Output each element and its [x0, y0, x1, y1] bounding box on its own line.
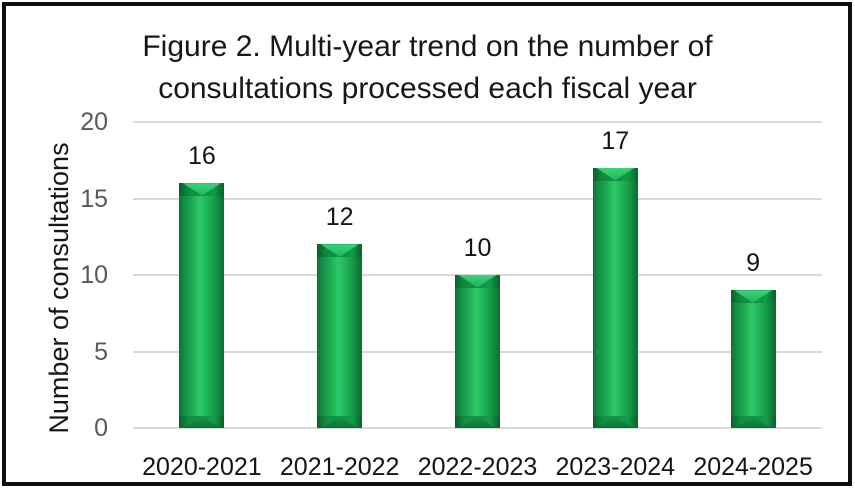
bar-cap-bottom-shade-2020-2021	[183, 416, 220, 428]
gridline-y-0	[133, 427, 822, 429]
bar-cap-bottom-shade-2021-2022	[321, 416, 358, 428]
bar-value-label-2024-2025: 9	[746, 249, 761, 278]
bar-cap-bottom-shade-2024-2025	[735, 416, 772, 428]
x-tick-label-2020-2021: 2020-2021	[142, 453, 262, 481]
bar-cap-top-shine-2022-2023	[458, 275, 497, 288]
bar-value-label-2023-2024: 17	[601, 126, 630, 155]
bar-2024-2025	[730, 290, 776, 428]
bar-cap-top-shine-2023-2024	[596, 167, 635, 181]
bar-cap-bottom-shade-2022-2023	[459, 416, 496, 428]
bar-cap-top-shine-2024-2025	[734, 290, 772, 303]
y-tick-label-0: 0	[94, 414, 108, 442]
bar-2021-2022	[317, 244, 363, 428]
bar-value-label-2020-2021: 16	[187, 142, 216, 171]
bar-cap-top-shine-2020-2021	[182, 183, 221, 196]
bar-cap-top-2020-2021	[179, 183, 225, 197]
y-tick-label-20: 20	[80, 108, 108, 136]
chart-title-line-2: consultations processed each fiscal year	[158, 72, 697, 105]
bar-cap-top-shine-2021-2022	[320, 244, 359, 257]
y-tick-label-10: 10	[80, 261, 108, 289]
bar-cap-top-2024-2025	[730, 290, 776, 304]
bar-value-label-2021-2022: 12	[325, 203, 354, 232]
bar-cap-top-2022-2023	[455, 275, 500, 288]
x-tick-label-2024-2025: 2024-2025	[693, 453, 813, 481]
bar-cap-bottom-2020-2021	[179, 416, 225, 428]
bar-cap-top-2021-2022	[317, 244, 363, 258]
bar-body-2020-2021	[179, 183, 225, 428]
gridline-y-15	[133, 197, 822, 200]
x-tick-label-2022-2023: 2022-2023	[417, 453, 538, 481]
plot-area: 16 12 10 17 9	[133, 121, 822, 429]
bar-cap-bottom-2024-2025	[730, 416, 776, 428]
bar-2023-2024	[592, 167, 638, 428]
bar-body-2021-2022	[317, 244, 363, 428]
chart-title-line-1: Figure 2. Multi-year trend on the number…	[142, 30, 713, 63]
bar-value-label-2022-2023: 10	[463, 234, 492, 262]
bar-cap-bottom-2023-2024	[592, 416, 638, 428]
x-tick-label-2021-2022: 2021-2022	[279, 453, 400, 481]
bar-body-2022-2023	[455, 275, 500, 428]
bar-body-2023-2024	[592, 167, 638, 428]
bar-body-2024-2025	[730, 290, 776, 428]
chart-title: Figure 2. Multi-year trend on the number…	[0, 26, 855, 110]
bar-cap-bottom-shade-2023-2024	[597, 416, 634, 428]
bar-2022-2023	[455, 275, 500, 428]
bar-cap-bottom-2022-2023	[455, 416, 500, 428]
y-tick-label-5: 5	[94, 337, 108, 366]
bar-cap-bottom-2021-2022	[317, 416, 363, 428]
gridline-y-20	[133, 121, 822, 123]
bar-2020-2021	[179, 183, 225, 428]
bar-cap-top-2023-2024	[592, 167, 638, 181]
y-tick-label-15: 15	[80, 184, 108, 213]
x-tick-label-2023-2024: 2023-2024	[555, 453, 676, 481]
